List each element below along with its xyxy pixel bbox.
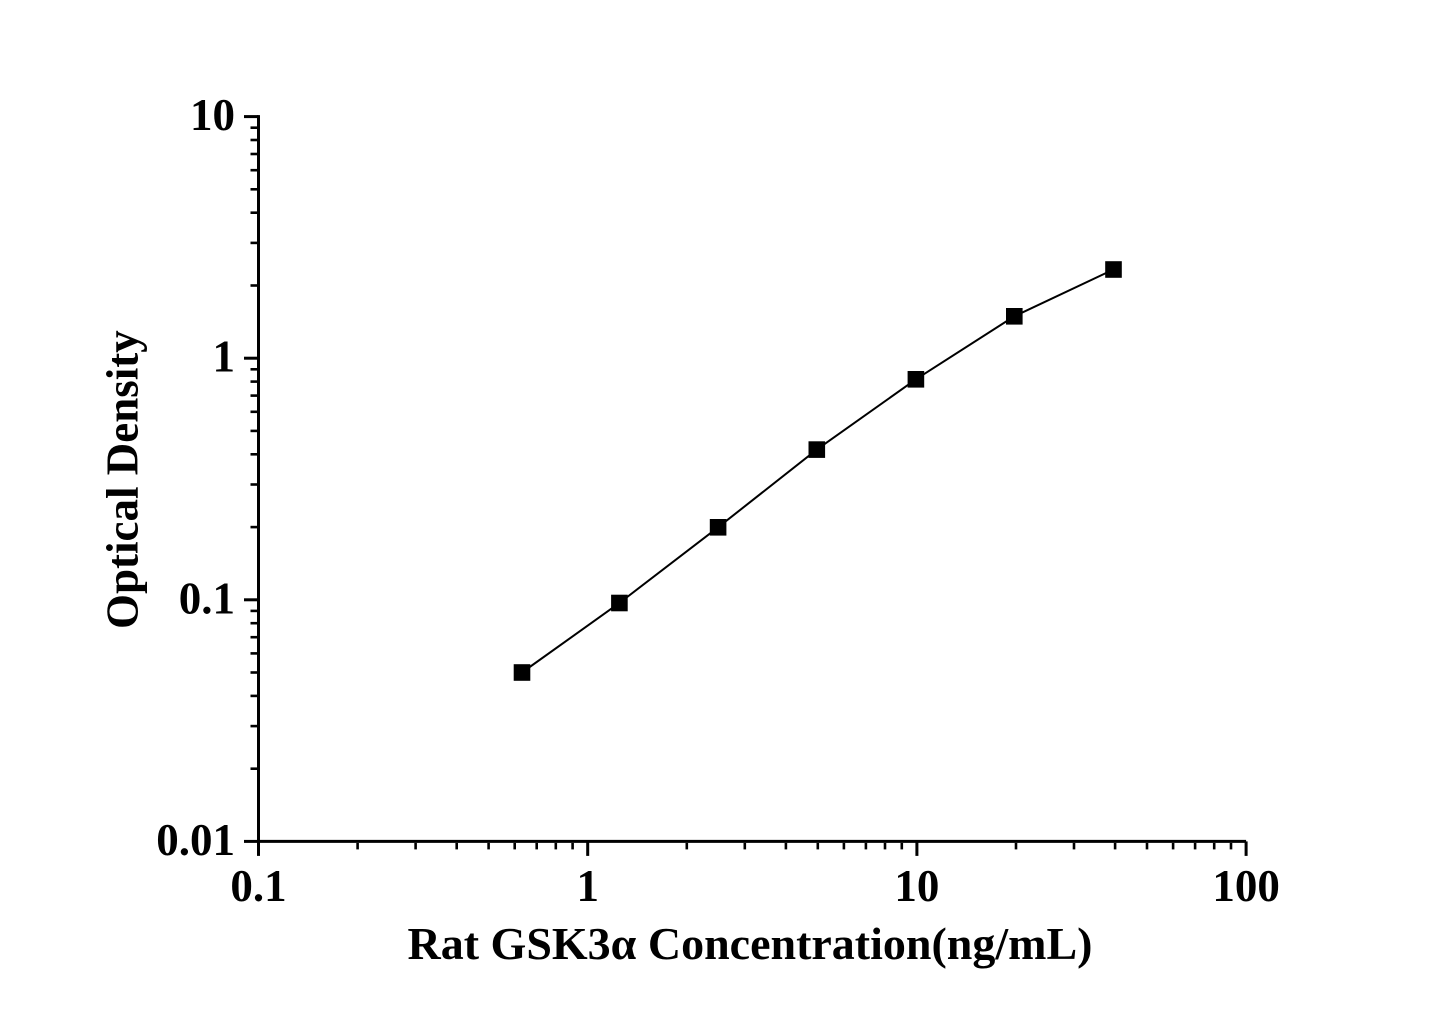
svg-text:Rat GSK3α Concentration(ng/mL): Rat GSK3α Concentration(ng/mL) bbox=[408, 918, 1093, 969]
svg-text:1: 1 bbox=[213, 332, 236, 382]
svg-text:0.1: 0.1 bbox=[230, 861, 286, 911]
svg-text:100: 100 bbox=[1212, 861, 1280, 911]
svg-text:1: 1 bbox=[576, 861, 599, 911]
svg-text:Optical Density: Optical Density bbox=[98, 330, 148, 629]
svg-text:10: 10 bbox=[190, 90, 235, 140]
svg-text:0.01: 0.01 bbox=[156, 815, 235, 865]
svg-text:0.1: 0.1 bbox=[179, 573, 235, 623]
svg-text:10: 10 bbox=[894, 861, 939, 911]
